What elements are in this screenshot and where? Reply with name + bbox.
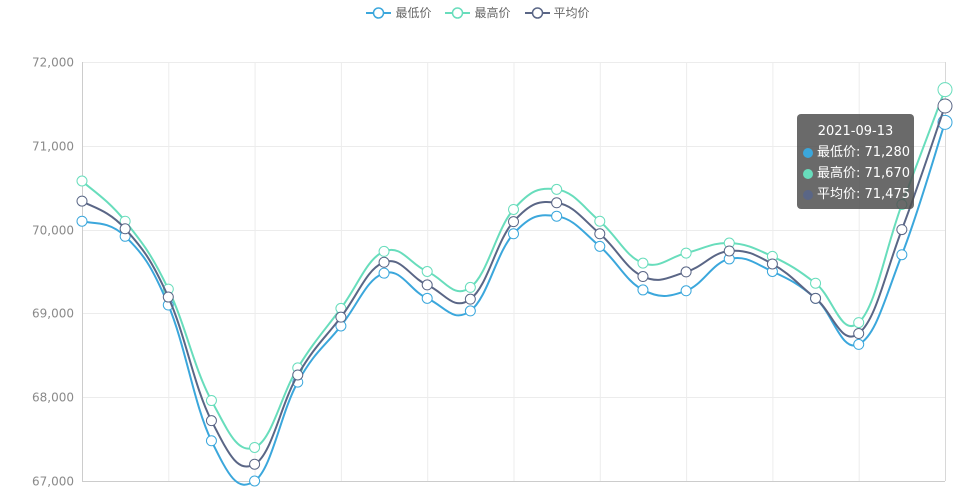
tooltip-low-label: 最低价: 71,280 xyxy=(817,145,910,160)
data-point xyxy=(637,257,649,269)
data-point xyxy=(551,183,563,195)
legend-item[interactable]: 最高价 xyxy=(445,4,511,21)
data-point xyxy=(76,195,88,207)
data-point xyxy=(76,215,88,227)
data-point xyxy=(551,197,563,209)
legend-line-circle-icon xyxy=(524,6,550,19)
data-point xyxy=(76,175,88,187)
data-point xyxy=(119,223,131,235)
y-tick-label: 71,000 xyxy=(32,140,74,154)
series-2 xyxy=(76,98,953,470)
tooltip-high-label: 最高价: 71,670 xyxy=(817,166,910,181)
legend-label: 最低价 xyxy=(395,6,432,20)
legend-label: 最高价 xyxy=(474,6,511,20)
data-point xyxy=(162,291,174,303)
data-point xyxy=(249,441,261,453)
data-point xyxy=(594,240,606,252)
data-point xyxy=(853,338,865,350)
data-point xyxy=(378,256,390,268)
tooltip-dot-high xyxy=(803,168,813,179)
data-point xyxy=(464,281,476,293)
data-point xyxy=(896,224,908,236)
data-point xyxy=(937,82,953,98)
y-tick-label: 72,000 xyxy=(32,56,74,70)
legend-line-circle-icon xyxy=(366,6,392,19)
legend-item[interactable]: 平均价 xyxy=(524,4,590,21)
y-axis-ticks: 67,000 68,000 69,000 70,000 71,000 72,000 xyxy=(32,56,74,488)
tooltip-date: 2021-09-13 xyxy=(817,124,894,139)
data-point xyxy=(508,203,519,215)
data-point xyxy=(637,271,649,283)
data-point xyxy=(292,369,304,381)
data-point xyxy=(680,285,692,297)
legend-label: 平均价 xyxy=(553,6,590,20)
legend-line-circle-icon xyxy=(445,6,471,19)
y-tick-label: 68,000 xyxy=(32,391,74,405)
data-point xyxy=(853,317,865,329)
data-point xyxy=(508,228,519,240)
y-tick-label: 67,000 xyxy=(32,475,74,488)
data-point xyxy=(896,249,908,261)
tooltip: 2021-09-13 最低价: 71,280 最高价: 71,670 平均价: … xyxy=(797,114,914,209)
data-point xyxy=(205,415,217,427)
data-point xyxy=(249,475,261,487)
y-tick-label: 70,000 xyxy=(32,224,74,238)
data-point xyxy=(937,98,953,114)
data-point xyxy=(378,267,390,279)
data-point xyxy=(594,215,606,227)
tooltip-row-low: 最低价: 71,280 xyxy=(803,142,914,163)
data-point xyxy=(594,228,606,240)
data-point xyxy=(335,311,347,323)
data-point xyxy=(378,245,390,257)
data-point xyxy=(508,216,519,228)
data-point xyxy=(464,293,476,305)
data-point xyxy=(810,292,822,304)
tooltip-avg-label: 平均价: 71,475 xyxy=(817,187,910,202)
legend: 最低价 最高价 平均价 xyxy=(0,4,956,21)
legend-item[interactable]: 最低价 xyxy=(366,4,431,21)
data-point xyxy=(680,247,692,259)
data-point xyxy=(249,458,261,470)
y-tick-label: 69,000 xyxy=(32,307,74,321)
series-layer xyxy=(76,82,953,487)
axes xyxy=(82,62,945,482)
data-point xyxy=(464,305,476,317)
data-point xyxy=(421,292,433,304)
data-point xyxy=(680,266,692,278)
data-point xyxy=(551,210,563,222)
data-point xyxy=(205,395,217,407)
tooltip-dot-low xyxy=(803,147,813,158)
tooltip-row-avg: 平均价: 71,475 xyxy=(803,184,914,205)
data-point xyxy=(766,258,778,270)
tooltip-row-high: 最高价: 71,670 xyxy=(803,163,914,184)
data-point xyxy=(723,245,735,257)
tooltip-dot-avg xyxy=(803,189,813,200)
data-point xyxy=(205,435,217,447)
data-point xyxy=(421,279,433,291)
data-point xyxy=(637,284,649,296)
data-point xyxy=(853,328,865,340)
data-point xyxy=(421,266,433,277)
data-point xyxy=(810,277,822,289)
